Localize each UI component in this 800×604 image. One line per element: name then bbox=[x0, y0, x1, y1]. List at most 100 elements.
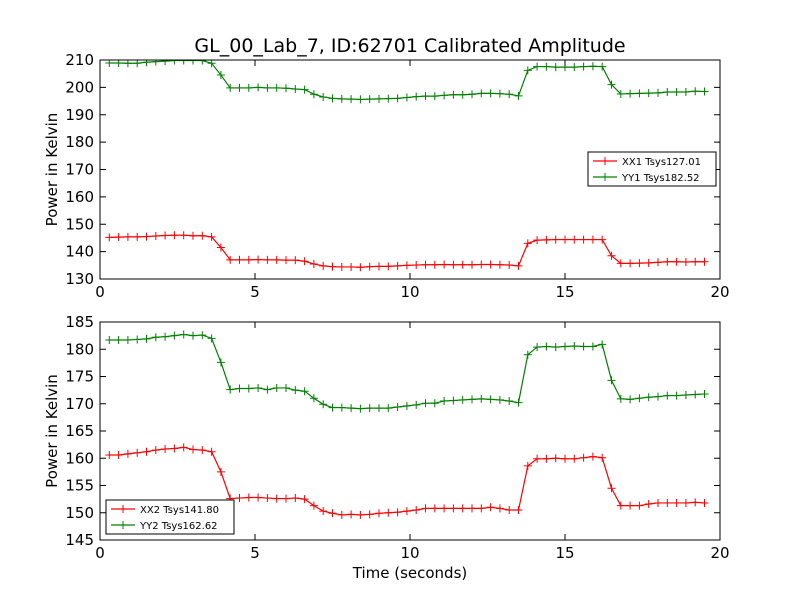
data-point bbox=[235, 494, 244, 503]
data-point bbox=[347, 262, 356, 271]
data-point bbox=[226, 385, 235, 394]
data-point bbox=[282, 256, 290, 265]
y-tick-label: 200 bbox=[65, 78, 94, 96]
data-point bbox=[189, 445, 197, 454]
legend: XX1 Tsys127.01 YY1 Tsys182.52 bbox=[587, 151, 717, 187]
legend-item: YY2 Tsys162.62 bbox=[111, 521, 218, 532]
data-point bbox=[644, 393, 653, 402]
data-point bbox=[179, 231, 188, 240]
data-point bbox=[356, 510, 365, 519]
y-tick-label: 185 bbox=[65, 313, 94, 331]
data-point bbox=[616, 394, 625, 403]
x-axis-label: Time (seconds) bbox=[352, 564, 468, 582]
data-point bbox=[393, 508, 402, 517]
data-point bbox=[542, 62, 551, 71]
data-point bbox=[421, 504, 430, 513]
data-point bbox=[123, 335, 132, 344]
data-point bbox=[114, 335, 123, 344]
x-tick-label: 10 bbox=[400, 544, 419, 562]
data-point bbox=[161, 332, 170, 341]
data-point bbox=[588, 62, 597, 71]
data-point bbox=[440, 504, 449, 513]
data-point bbox=[356, 95, 365, 104]
data-point bbox=[588, 452, 597, 461]
data-point bbox=[579, 453, 588, 462]
data-point bbox=[430, 92, 439, 101]
x-tick-label: 20 bbox=[710, 283, 729, 301]
data-point bbox=[123, 60, 132, 68]
data-point bbox=[598, 62, 607, 71]
data-point bbox=[337, 510, 346, 519]
data-point bbox=[458, 260, 467, 269]
data-point bbox=[672, 498, 681, 507]
legend-box bbox=[105, 499, 235, 535]
y-tick-label: 150 bbox=[65, 504, 94, 522]
data-point bbox=[114, 450, 123, 459]
data-point bbox=[254, 83, 263, 92]
data-point bbox=[412, 92, 421, 101]
data-point bbox=[672, 391, 681, 400]
data-point bbox=[533, 454, 542, 463]
data-point bbox=[263, 385, 272, 394]
data-point bbox=[533, 62, 542, 71]
data-point bbox=[486, 503, 495, 512]
data-point bbox=[142, 334, 151, 343]
data-point bbox=[663, 498, 672, 507]
data-point bbox=[486, 260, 495, 269]
data-point bbox=[319, 400, 328, 409]
data-point bbox=[282, 494, 290, 503]
data-point bbox=[365, 95, 374, 104]
data-point bbox=[412, 400, 421, 409]
data-point bbox=[430, 504, 439, 513]
data-point bbox=[551, 235, 560, 244]
y-tick-label: 130 bbox=[65, 270, 94, 288]
data-point bbox=[328, 509, 337, 518]
chart-panel-1: 0 5 10 15 20 130 140 150 160 170 180 190 200 210 Power… bbox=[43, 51, 730, 301]
data-point bbox=[626, 259, 635, 268]
data-point bbox=[263, 494, 272, 503]
data-point bbox=[226, 83, 235, 92]
data-point bbox=[421, 399, 430, 408]
data-point bbox=[300, 387, 309, 396]
data-point bbox=[235, 83, 244, 92]
data-point bbox=[542, 342, 551, 351]
data-point bbox=[189, 231, 197, 240]
data-point bbox=[440, 397, 449, 406]
data-point bbox=[542, 454, 551, 463]
data-point bbox=[189, 60, 197, 65]
data-point bbox=[412, 261, 421, 270]
y-tick-label: 180 bbox=[65, 133, 94, 151]
data-point bbox=[542, 235, 551, 244]
data-point bbox=[561, 235, 569, 244]
data-point bbox=[384, 404, 393, 413]
data-point bbox=[365, 510, 374, 519]
data-point bbox=[681, 88, 690, 97]
y-tick-label: 165 bbox=[65, 422, 94, 440]
data-point bbox=[523, 66, 532, 75]
legend-swatch-marker bbox=[119, 505, 127, 513]
x-tick-label: 15 bbox=[555, 283, 574, 301]
data-point bbox=[654, 258, 662, 267]
data-point bbox=[663, 88, 672, 97]
data-point bbox=[142, 60, 151, 67]
data-point bbox=[663, 391, 672, 400]
data-point bbox=[384, 508, 393, 517]
data-point bbox=[458, 90, 467, 99]
data-point bbox=[570, 454, 579, 463]
data-point bbox=[440, 91, 449, 100]
data-point bbox=[421, 92, 430, 101]
series-1-2 bbox=[105, 60, 709, 104]
data-point bbox=[365, 262, 374, 271]
data-point bbox=[179, 60, 188, 65]
y-tick-label: 175 bbox=[65, 368, 94, 386]
data-point bbox=[579, 342, 588, 351]
y-tick-label: 210 bbox=[65, 51, 94, 69]
data-point bbox=[449, 396, 458, 405]
data-point bbox=[449, 90, 458, 99]
data-point bbox=[309, 90, 318, 99]
data-point bbox=[142, 232, 151, 241]
data-point bbox=[691, 87, 700, 96]
legend-label: YY1 Tsys182.52 bbox=[621, 173, 700, 184]
data-point bbox=[216, 467, 225, 476]
data-point bbox=[328, 262, 337, 271]
